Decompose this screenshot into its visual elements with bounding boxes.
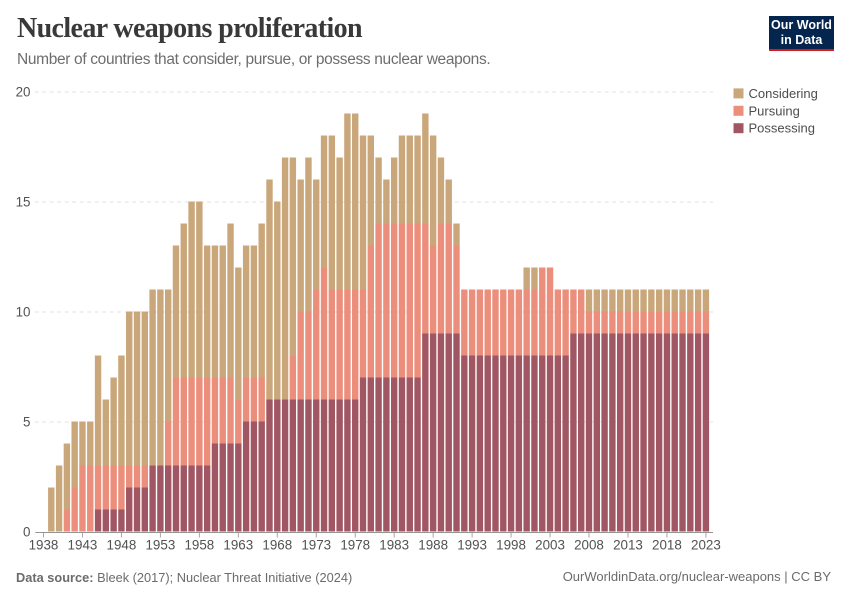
svg-text:5: 5 bbox=[23, 415, 30, 430]
svg-text:2013: 2013 bbox=[613, 538, 643, 553]
svg-text:1953: 1953 bbox=[145, 538, 175, 553]
svg-text:1973: 1973 bbox=[301, 538, 331, 553]
svg-text:1948: 1948 bbox=[107, 538, 137, 553]
svg-text:0: 0 bbox=[23, 525, 30, 540]
svg-text:2023: 2023 bbox=[691, 538, 721, 553]
svg-text:1993: 1993 bbox=[457, 538, 487, 553]
svg-text:Pursuing: Pursuing bbox=[749, 103, 800, 118]
svg-text:2008: 2008 bbox=[574, 538, 604, 553]
svg-text:1998: 1998 bbox=[496, 538, 526, 553]
svg-text:15: 15 bbox=[16, 195, 31, 210]
svg-text:1968: 1968 bbox=[262, 538, 292, 553]
svg-text:1983: 1983 bbox=[379, 538, 409, 553]
svg-text:1943: 1943 bbox=[68, 538, 98, 553]
svg-text:Possessing: Possessing bbox=[749, 121, 815, 136]
svg-text:1978: 1978 bbox=[340, 538, 370, 553]
svg-text:20: 20 bbox=[16, 85, 31, 100]
svg-text:1988: 1988 bbox=[418, 538, 448, 553]
svg-text:1963: 1963 bbox=[223, 538, 253, 553]
svg-text:2003: 2003 bbox=[535, 538, 565, 553]
svg-text:Considering: Considering bbox=[749, 86, 818, 101]
svg-text:1958: 1958 bbox=[184, 538, 214, 553]
svg-text:1938: 1938 bbox=[29, 538, 59, 553]
svg-text:2018: 2018 bbox=[652, 538, 682, 553]
svg-text:10: 10 bbox=[16, 305, 31, 320]
